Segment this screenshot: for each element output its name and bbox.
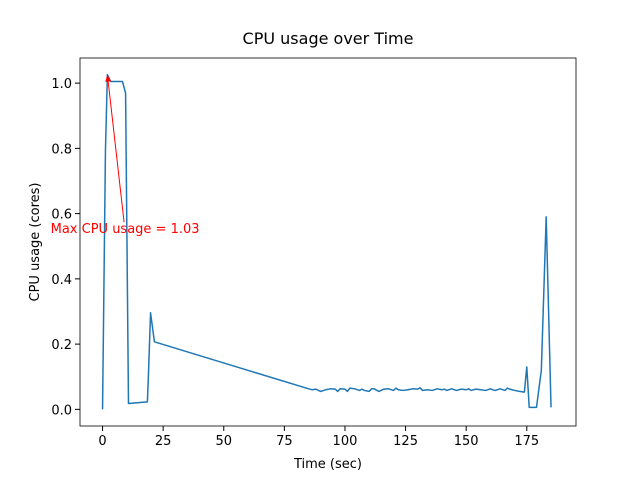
x-tick-label: 50 [215, 434, 232, 449]
x-tick-label: 0 [98, 434, 106, 449]
data-line [101, 73, 552, 410]
x-axis-label: Time (sec) [293, 457, 362, 472]
x-tick-label: 150 [454, 434, 479, 449]
chart-title: CPU usage over Time [243, 29, 414, 48]
y-tick-label: 0.4 [51, 273, 72, 288]
x-tick-label: 75 [276, 434, 293, 449]
y-axis-label: CPU usage (cores) [28, 183, 43, 302]
axes-frame [79, 57, 577, 427]
y-tick-label: 0.6 [51, 208, 72, 223]
annotation-arrowhead [105, 74, 112, 82]
y-tick-label: 0.2 [51, 338, 72, 353]
y-tick-label: 0.8 [51, 142, 72, 157]
y-tick-label: 1.0 [51, 77, 72, 92]
x-tick-label: 125 [393, 434, 418, 449]
y-tick-label: 0.0 [51, 403, 72, 418]
x-tick-label: 175 [514, 434, 539, 449]
x-tick-label: 25 [155, 434, 172, 449]
annotation-text: Max CPU usage = 1.03 [51, 222, 200, 237]
x-tick-label: 100 [333, 434, 358, 449]
annotation-arrow [106, 74, 125, 223]
